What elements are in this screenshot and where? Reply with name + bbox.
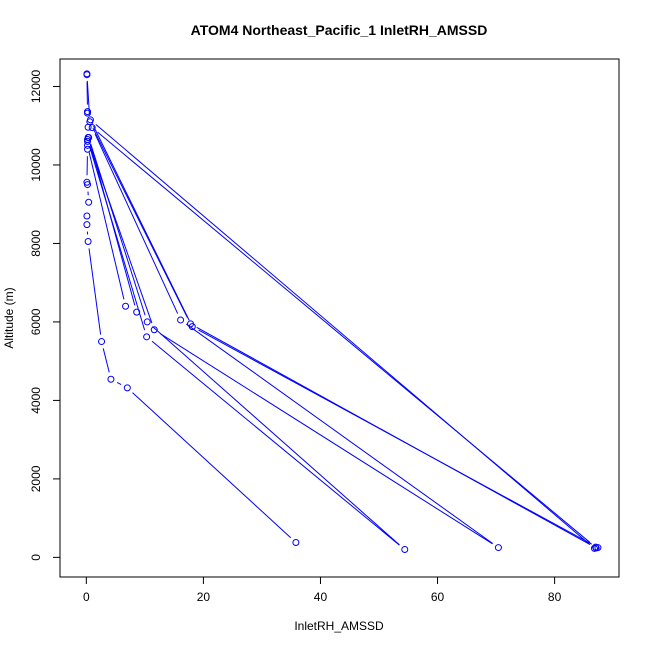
data-point [594,544,602,552]
data-point [83,212,91,220]
data-point [84,145,92,153]
series-segment [159,333,493,545]
series-segment [185,323,494,544]
series-segment [92,127,188,318]
x-axis-label: InletRH_AMSSD [294,619,384,633]
y-tick-label: 8000 [29,230,43,257]
x-tick-label: 40 [314,590,328,604]
series-segment [90,144,146,316]
data-point [177,316,185,324]
data-point [83,70,91,78]
series-segment [95,123,590,545]
y-tick-label: 2000 [29,465,43,492]
series-segment [198,329,593,545]
data-point [84,137,92,145]
series-segment [90,144,136,306]
series-segment [89,146,146,331]
data-point [122,302,130,310]
y-axis: 0 2000 4000 6000 8000 10000 12000 [29,69,61,561]
series-segment [88,152,125,300]
y-tick-label: 0 [29,554,43,561]
series-segment [97,131,591,544]
data-point [133,308,141,316]
data-point [401,546,409,554]
data-point [84,108,92,116]
x-tick-label: 60 [431,590,445,604]
series-segment [102,348,110,373]
series-segment [116,382,122,386]
data-point [143,333,151,341]
data-point [84,141,92,149]
series-segment [88,248,102,335]
chart-title: ATOM4 Northeast_Pacific_1 InletRH_AMSSD [191,22,488,38]
series-segment [93,125,190,321]
y-tick-label: 12000 [29,69,43,103]
y-tick-label: 6000 [29,308,43,335]
data-point [85,133,93,141]
y-axis-label: Altitude (m) [2,287,16,348]
data-point [590,544,598,552]
series-segment [152,326,400,546]
series-segment [151,340,400,546]
data-point [85,198,93,206]
data-point [107,375,115,383]
data-point [150,326,158,334]
series-group [83,70,602,554]
series-segment [89,145,153,324]
data-point [88,124,96,132]
x-tick-label: 20 [197,590,211,604]
data-point [86,116,94,124]
x-tick-label: 0 [83,590,90,604]
data-point [592,543,600,551]
data-point [188,323,196,331]
series-segment [132,392,292,539]
series-segment [94,133,179,314]
data-point [83,178,91,186]
data-point [494,544,502,552]
y-tick-label: 10000 [29,148,43,182]
data-point [84,237,92,245]
data-point [83,221,91,229]
data-point [143,318,151,326]
data-point [123,384,131,392]
y-tick-label: 4000 [29,387,43,414]
data-point [98,338,106,346]
x-tick-label: 80 [548,590,562,604]
data-point [292,538,300,546]
x-axis: 0 20 40 60 80 [83,576,562,604]
